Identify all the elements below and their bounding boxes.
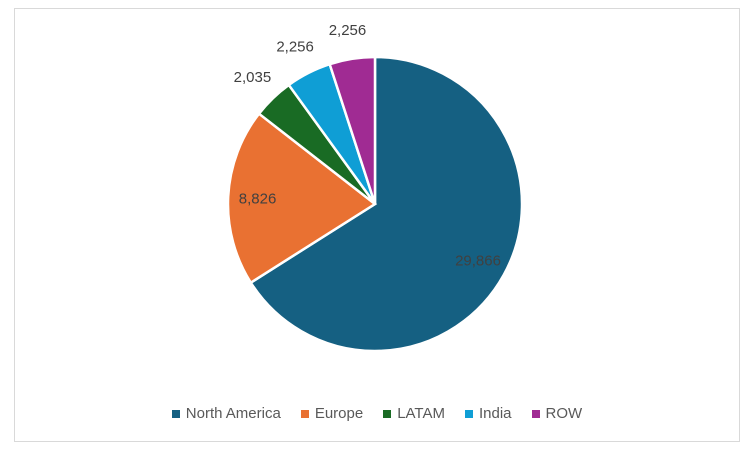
- legend-label: LATAM: [397, 405, 445, 422]
- data-label: 2,035: [234, 69, 272, 86]
- data-label: 29,866: [455, 253, 501, 270]
- legend-label: Europe: [314, 405, 364, 422]
- legend-item: LATAM: [383, 405, 445, 422]
- data-label: 8,826: [239, 190, 277, 207]
- legend-label: India: [479, 405, 512, 422]
- legend-label: North America: [185, 405, 281, 422]
- data-label: 2,256: [329, 22, 367, 39]
- legend-item: Europe: [300, 405, 364, 422]
- legend-label: ROW: [545, 405, 583, 422]
- legend-swatch: [383, 409, 392, 418]
- legend-item: ROW: [531, 405, 583, 422]
- pie-slice-north-america: [249, 55, 524, 353]
- legend: North America Europe LATAM India ROW: [0, 405, 754, 422]
- pie-slice-row: [328, 55, 377, 205]
- pie-slice-europe: [226, 111, 378, 285]
- legend-swatch: [465, 409, 473, 418]
- legend-item: India: [465, 405, 512, 422]
- legend-item: North America: [171, 405, 281, 422]
- data-label: 2,256: [276, 39, 314, 56]
- legend-swatch: [300, 409, 309, 418]
- legend-swatch: [171, 409, 180, 418]
- legend-swatch: [531, 409, 540, 418]
